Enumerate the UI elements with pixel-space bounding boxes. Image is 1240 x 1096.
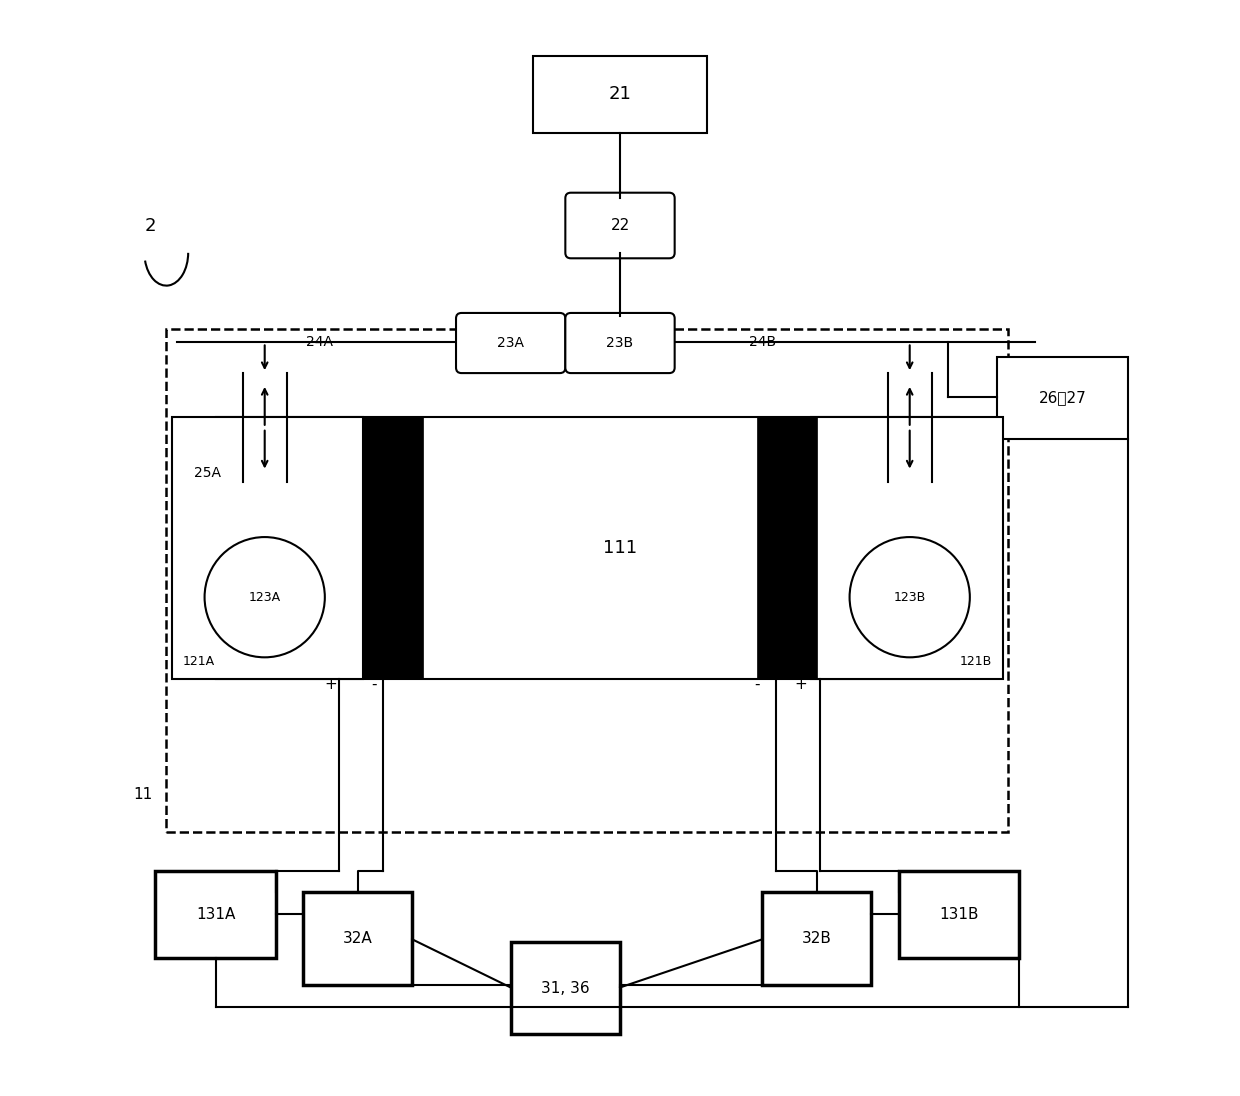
Text: +: + xyxy=(324,677,337,693)
Text: 32A: 32A xyxy=(342,932,372,946)
Bar xyxy=(155,870,275,958)
Text: 25A: 25A xyxy=(193,466,221,480)
Text: 25B: 25B xyxy=(790,466,817,480)
FancyBboxPatch shape xyxy=(565,193,675,259)
Text: 31, 36: 31, 36 xyxy=(541,981,590,995)
Bar xyxy=(216,416,959,680)
Bar xyxy=(899,870,1019,958)
FancyBboxPatch shape xyxy=(456,313,565,373)
Bar xyxy=(532,56,708,133)
Text: 32B: 32B xyxy=(802,932,832,946)
Text: 2: 2 xyxy=(144,217,156,235)
Text: 24B: 24B xyxy=(749,334,776,349)
Bar xyxy=(303,892,412,985)
Text: 23A: 23A xyxy=(497,336,525,350)
Text: 23B: 23B xyxy=(606,336,634,350)
Text: -: - xyxy=(371,677,377,693)
Bar xyxy=(756,416,817,680)
Bar xyxy=(763,892,872,985)
Text: 131B: 131B xyxy=(939,906,978,922)
Bar xyxy=(363,416,423,680)
Circle shape xyxy=(205,537,325,658)
Bar xyxy=(997,356,1128,438)
Text: 24A: 24A xyxy=(306,334,332,349)
Text: +: + xyxy=(794,677,807,693)
Text: 121A: 121A xyxy=(182,655,215,669)
Bar xyxy=(811,416,1003,680)
Text: 11: 11 xyxy=(134,787,153,802)
FancyBboxPatch shape xyxy=(565,313,675,373)
Bar xyxy=(172,416,363,680)
Bar xyxy=(166,330,1008,832)
Circle shape xyxy=(849,537,970,658)
Bar xyxy=(511,941,620,1035)
Text: 111: 111 xyxy=(603,539,637,557)
Text: 22: 22 xyxy=(610,218,630,233)
Text: 21: 21 xyxy=(609,85,631,103)
Text: -: - xyxy=(754,677,759,693)
Text: 131A: 131A xyxy=(196,906,236,922)
Text: 121B: 121B xyxy=(960,655,992,669)
Text: 123A: 123A xyxy=(249,591,280,604)
Text: 123B: 123B xyxy=(894,591,926,604)
Text: 26、27: 26、27 xyxy=(1039,390,1086,406)
